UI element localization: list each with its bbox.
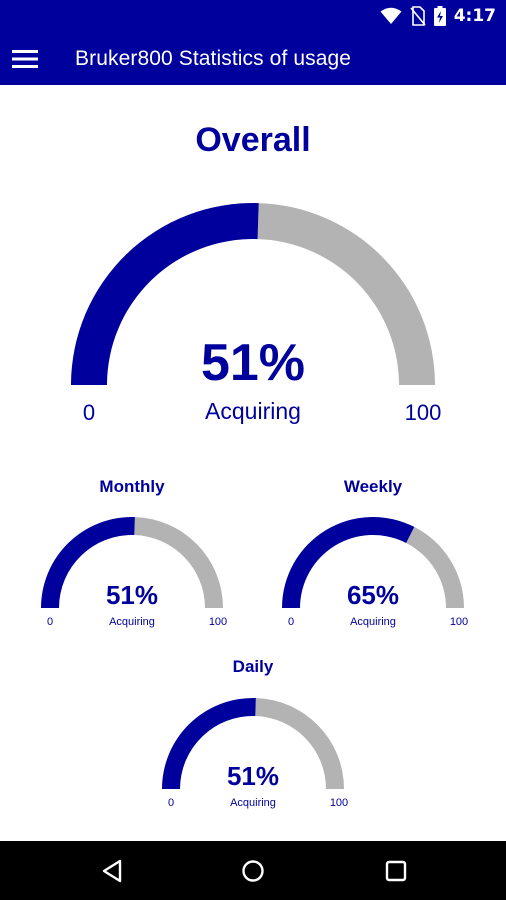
overall-label: Acquiring (205, 398, 301, 424)
daily-gauge-fill (162, 698, 256, 789)
overall-title: Overall (195, 121, 311, 159)
weekly-max-label: 100 (450, 616, 468, 628)
monthly-gauge-track (134, 517, 224, 608)
monthly-gauge-fill (41, 517, 135, 608)
home-button[interactable] (223, 841, 283, 900)
monthly-min-label: 0 (47, 616, 53, 628)
recents-button[interactable] (366, 841, 426, 900)
app-title: Bruker800 Statistics of usage (75, 46, 352, 70)
daily-min-label: 0 (168, 797, 174, 809)
overall-min-label: 0 (83, 400, 95, 425)
battery-charging-icon (433, 6, 446, 26)
back-button[interactable] (82, 841, 142, 900)
weekly-gauge-track (406, 526, 464, 608)
monthly-title: Monthly (99, 477, 165, 496)
app-bar: Bruker800 Statistics of usage (0, 32, 506, 85)
status-bar: 4:17 (0, 0, 506, 32)
home-icon (242, 859, 264, 882)
nav-bar (0, 841, 506, 900)
hamburger-menu-icon (12, 49, 38, 68)
weekly-value-text: 65% (347, 580, 399, 610)
weekly-min-label: 0 (288, 616, 294, 628)
monthly-label: Acquiring (109, 616, 155, 628)
daily-value-text: 51% (227, 761, 279, 791)
overall-value-text: 51% (201, 334, 305, 392)
overall-gauge-fill (71, 203, 259, 385)
daily-max-label: 100 (330, 797, 348, 809)
weekly-gauge-fill (282, 517, 415, 608)
wifi-icon (380, 7, 402, 24)
back-icon (102, 859, 122, 882)
status-icons: 4:17 (380, 0, 496, 32)
recents-icon (385, 860, 407, 881)
daily-title: Daily (232, 657, 274, 676)
daily-gauge-track (255, 698, 344, 789)
monthly-value-text: 51% (106, 580, 158, 610)
menu-button[interactable] (0, 32, 50, 85)
overall-gauge-track (257, 203, 436, 385)
overall-max-label: 100 (405, 400, 442, 425)
no-sim-icon (410, 6, 426, 26)
weekly-label: Acquiring (350, 616, 396, 628)
weekly-title: Weekly (343, 477, 403, 496)
daily-label: Acquiring (230, 797, 276, 809)
status-time: 4:17 (453, 6, 496, 26)
monthly-max-label: 100 (209, 616, 227, 628)
